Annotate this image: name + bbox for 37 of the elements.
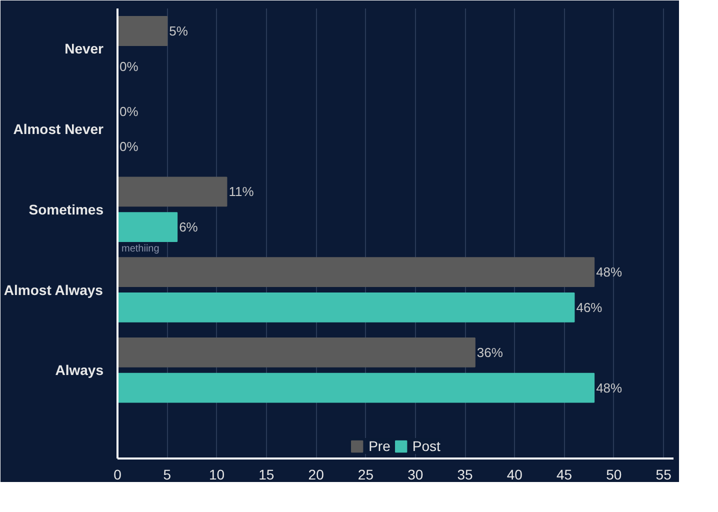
x-tick-label: 30 — [408, 466, 424, 482]
x-tick-label: 55 — [656, 466, 672, 482]
data-label: 0% — [120, 139, 139, 154]
data-label: 46% — [576, 300, 603, 315]
legend-label: Pre — [368, 438, 390, 454]
bar — [118, 212, 178, 242]
data-label: 36% — [476, 344, 504, 360]
y-tick-label: Almost Always — [4, 282, 104, 298]
x-tick-label: 0 — [114, 466, 122, 482]
y-tick-label: Sometimes — [28, 201, 104, 218]
bar — [118, 372, 595, 403]
x-tick-label: 45 — [556, 466, 572, 482]
x-tick-label: 35 — [457, 466, 473, 482]
y-tick-label: Always — [55, 362, 104, 378]
x-tick-label: 50 — [606, 466, 622, 482]
x-tick-label: 5 — [163, 466, 172, 482]
data-label: 48% — [596, 380, 623, 396]
data-label: 48% — [596, 264, 623, 280]
legend-label: Post — [412, 438, 440, 454]
x-tick-label: 15 — [258, 466, 274, 482]
x-tick-label: 25 — [358, 466, 374, 482]
data-label: 11% — [228, 184, 254, 200]
x-tick-label: 40 — [506, 466, 523, 482]
y-tick-label: Almost Never — [13, 121, 104, 138]
bar — [118, 337, 476, 368]
bar — [118, 257, 595, 288]
x-tick-label: 10 — [209, 466, 225, 482]
bar — [118, 292, 575, 322]
bar — [118, 16, 168, 46]
annotation: methiing — [122, 244, 160, 254]
y-tick-label: Never — [64, 40, 104, 57]
data-label: 0% — [120, 58, 139, 74]
bar — [118, 176, 228, 207]
data-label: 6% — [179, 220, 198, 235]
data-label: 0% — [120, 104, 139, 119]
x-tick-label: 20 — [308, 466, 324, 482]
data-label: 5% — [169, 24, 188, 38]
